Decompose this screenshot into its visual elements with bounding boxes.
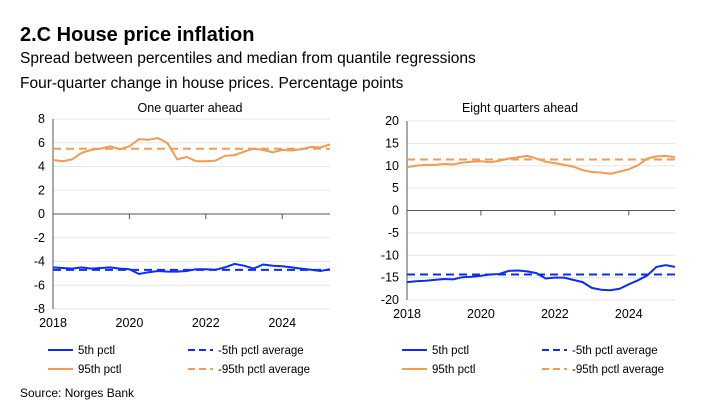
y-tick-label: 8 xyxy=(38,112,45,126)
source-note: Source: Norges Bank xyxy=(20,386,135,400)
chart-subtitle-units: Four-quarter change in house prices. Per… xyxy=(20,75,404,92)
x-tick-label: 2018 xyxy=(393,307,421,321)
legend-item: 95th pctl xyxy=(402,364,475,376)
legend-label: 5th pctl xyxy=(432,345,469,357)
y-tick-label: -15 xyxy=(381,271,399,285)
y-tick-label: -10 xyxy=(381,248,399,262)
y-tick-label: -20 xyxy=(381,293,399,307)
legend-label: -95th pctl average xyxy=(572,364,664,376)
legend-item: -5th pctl average xyxy=(188,345,304,357)
y-tick-label: -6 xyxy=(34,278,45,292)
legend-label: 95th pctl xyxy=(78,364,121,376)
chart-subtitle: Spread between percentiles and median fr… xyxy=(20,50,476,67)
legend-item: -95th pctl average xyxy=(542,364,664,376)
x-tick-label: 2018 xyxy=(39,316,67,330)
legend-item: 5th pctl xyxy=(402,345,469,357)
y-tick-label: 4 xyxy=(38,160,45,174)
legend-label: -5th pctl average xyxy=(572,345,658,357)
legend-item: 95th pctl xyxy=(48,364,121,376)
x-tick-label: 2022 xyxy=(541,307,569,321)
y-tick-label: 0 xyxy=(38,207,45,221)
y-tick-label: 15 xyxy=(385,136,399,150)
series-line-5th-pctl xyxy=(52,262,331,276)
legend-label: -5th pctl average xyxy=(218,345,304,357)
y-tick-label: -2 xyxy=(34,231,45,245)
y-tick-label: -4 xyxy=(34,255,45,269)
chart-panel-2: Eight quarters ahead20151050-5-10-15-202… xyxy=(381,101,676,376)
series-line-5th-pctl xyxy=(406,264,676,292)
legend-item: 5th pctl xyxy=(48,345,115,357)
legend-label: 95th pctl xyxy=(432,364,475,376)
legend-label: -95th pctl average xyxy=(218,364,310,376)
x-tick-label: 2020 xyxy=(467,307,495,321)
y-tick-label: -8 xyxy=(34,302,45,316)
y-tick-label: 20 xyxy=(385,114,399,128)
panel-title: Eight quarters ahead xyxy=(462,101,578,115)
legend-item: -95th pctl average xyxy=(188,364,310,376)
panel-title: One quarter ahead xyxy=(138,101,243,115)
legend-label: 5th pctl xyxy=(78,345,115,357)
x-tick-label: 2024 xyxy=(268,316,296,330)
legend-item: -5th pctl average xyxy=(542,345,658,357)
x-tick-label: 2024 xyxy=(615,307,643,321)
y-tick-label: 0 xyxy=(392,204,399,218)
x-tick-label: 2022 xyxy=(192,316,220,330)
chart-title: 2.C House price inflation xyxy=(20,24,255,46)
y-tick-label: 5 xyxy=(392,181,399,195)
y-tick-label: 2 xyxy=(38,183,45,197)
y-tick-label: 6 xyxy=(38,136,45,150)
y-tick-label: 10 xyxy=(385,159,399,173)
x-tick-label: 2020 xyxy=(116,316,144,330)
y-tick-label: -5 xyxy=(388,226,399,240)
